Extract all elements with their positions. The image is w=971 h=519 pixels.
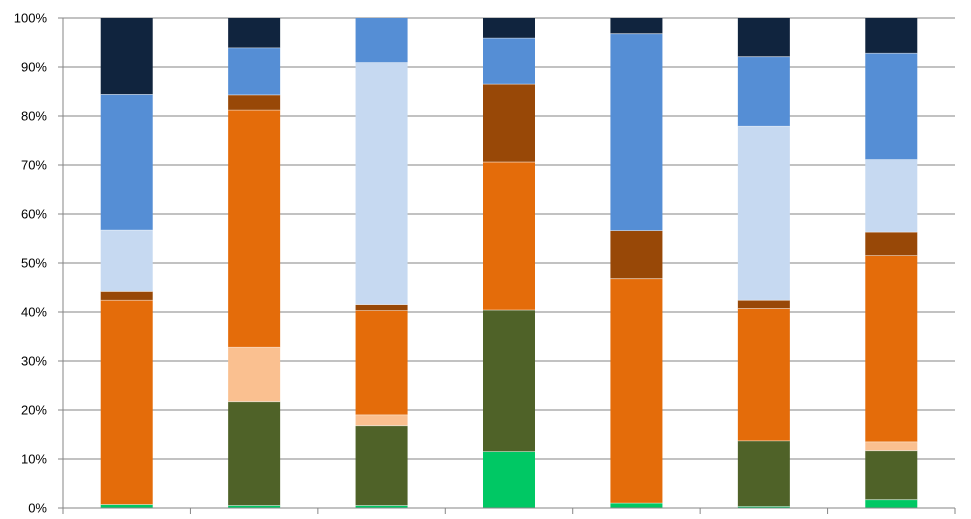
bar-segment: [610, 278, 663, 504]
bar-segment: [865, 53, 918, 160]
bar-segment: [100, 504, 153, 508]
bar-segment: [610, 33, 663, 231]
bars: [100, 18, 918, 508]
bar-segment: [100, 300, 153, 505]
bar-segment: [355, 18, 408, 63]
bar-segment: [610, 18, 663, 34]
bar-segment: [100, 291, 153, 301]
bar-segment: [228, 47, 281, 95]
bar-segment: [228, 505, 281, 508]
bar-segment: [483, 451, 535, 508]
bar-segment: [100, 94, 153, 231]
y-tick-label: 90%: [21, 60, 47, 75]
bar-segment: [100, 230, 153, 292]
bar-segment: [228, 18, 281, 48]
y-tick-label: 70%: [21, 158, 47, 173]
bar-segment: [483, 38, 535, 85]
y-tick-label: 60%: [21, 207, 47, 222]
bar-segment: [610, 503, 663, 508]
bar-segment: [865, 18, 918, 54]
y-tick-label: 40%: [21, 305, 47, 320]
bar-segment: [100, 18, 153, 95]
bar-segment: [865, 232, 918, 256]
y-tick-label: 10%: [21, 452, 47, 467]
bar-segment: [737, 56, 790, 127]
bar-segment: [355, 425, 408, 506]
bar-segment: [737, 126, 790, 301]
bar-segment: [865, 159, 918, 233]
bar-segment: [737, 300, 790, 309]
bar-segment: [355, 62, 408, 305]
bar-segment: [228, 347, 281, 402]
y-tick-label: 30%: [21, 354, 47, 369]
bar-segment: [610, 230, 663, 279]
bar-segment: [355, 304, 408, 311]
bar-segment: [228, 94, 281, 111]
bar-segment: [355, 414, 408, 426]
bar-segment: [483, 18, 535, 39]
bar-segment: [483, 310, 535, 452]
y-tick-label: 80%: [21, 109, 47, 124]
bar-segment: [865, 255, 918, 442]
bar-segment: [865, 441, 918, 451]
bar-segment: [228, 401, 281, 506]
bar-segment: [737, 308, 790, 441]
bar-segment: [355, 505, 408, 508]
y-tick-label: 100%: [14, 11, 48, 26]
bar-segment: [865, 499, 918, 508]
bar-segment: [737, 440, 790, 507]
y-tick-label: 0%: [28, 501, 47, 515]
bar-segment: [355, 310, 408, 415]
bar-segment: [737, 18, 790, 57]
bar-segment: [483, 162, 535, 311]
bar-segment: [483, 84, 535, 163]
axes: [58, 17, 956, 514]
y-tick-label: 20%: [21, 403, 47, 418]
y-tick-label: 50%: [21, 256, 47, 271]
y-tick-labels: 0% 10% 20% 30% 40% 50% 60% 70% 80% 90% 100%: [14, 11, 48, 516]
bar-segment: [228, 110, 281, 348]
bar-segment: [865, 450, 918, 500]
bar-segment: [737, 506, 790, 508]
